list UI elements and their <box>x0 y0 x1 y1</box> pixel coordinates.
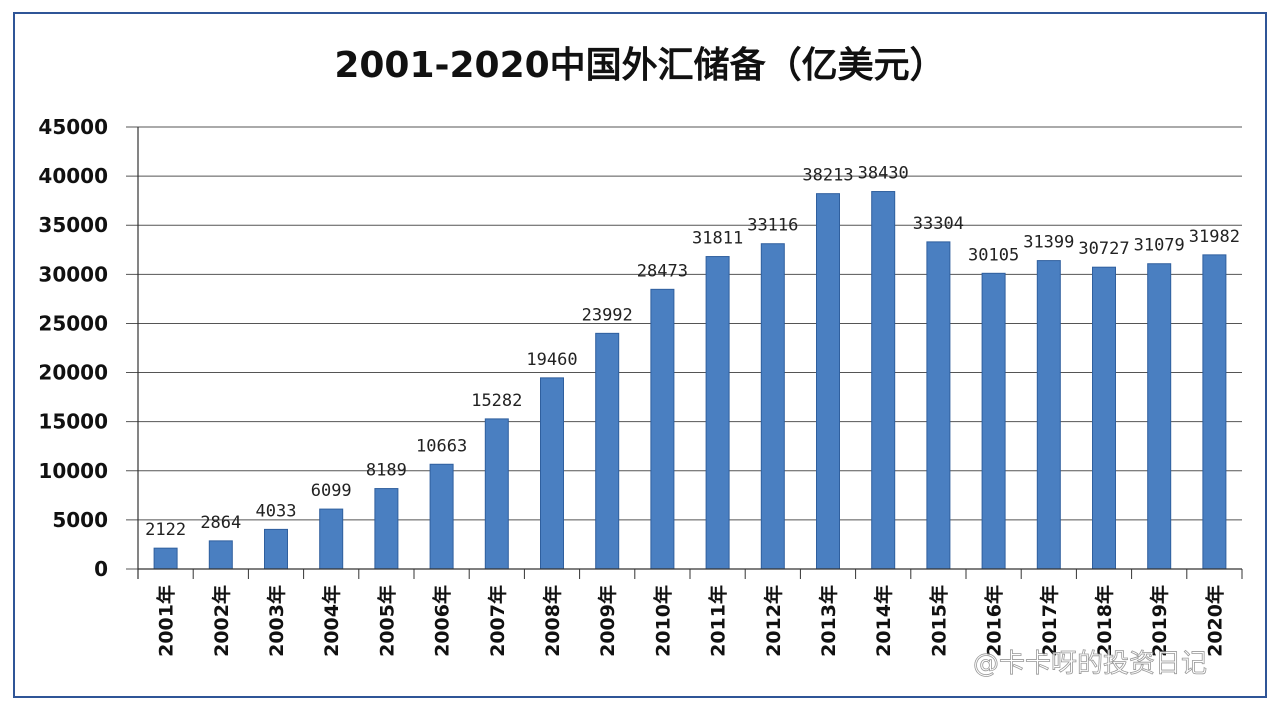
x-tick-label: 2011年 <box>707 585 730 657</box>
data-labels: 2122 2864 4033 6099 8189 10663 15282 19460 23992… <box>145 164 1240 541</box>
bar-2003年 <box>264 528 288 570</box>
bar-2004年 <box>319 508 344 570</box>
bar-2011年 <box>705 256 730 570</box>
bar-2002年 <box>208 540 233 570</box>
y-tick-label: 0 <box>94 557 108 581</box>
bar-2018年 <box>1092 266 1116 570</box>
data-label: 23992 <box>582 305 633 325</box>
data-label: 30105 <box>968 245 1019 265</box>
y-tick-label: 15000 <box>38 410 108 434</box>
y-tick-label: 35000 <box>38 213 108 237</box>
watermark: @卡卡呀的投资日记 <box>973 649 1207 679</box>
data-label: 2864 <box>200 513 241 533</box>
x-tick-label: 2006年 <box>431 585 454 657</box>
bar-2001年 <box>153 547 178 570</box>
data-label: 15282 <box>471 391 522 411</box>
bar-2009年 <box>595 332 620 570</box>
x-tick-label: 2018年 <box>1093 585 1116 657</box>
y-tick-label: 45000 <box>38 115 108 139</box>
x-tick-label: 2008年 <box>541 585 564 657</box>
data-label: 31982 <box>1189 227 1240 247</box>
y-tick-label: 40000 <box>38 164 108 188</box>
x-tick-label: 2010年 <box>651 585 674 657</box>
data-label: 4033 <box>256 501 297 521</box>
bar-2006年 <box>429 463 454 570</box>
bars <box>153 191 1227 570</box>
x-tick-label: 2003年 <box>265 585 288 657</box>
y-tick-label: 20000 <box>38 361 108 385</box>
bar-2020年 <box>1202 254 1227 570</box>
bar-2017年 <box>1036 260 1061 570</box>
x-tick-label: 2016年 <box>983 585 1006 657</box>
data-label: 33116 <box>747 216 798 236</box>
data-label: 31811 <box>692 229 743 249</box>
chart-title: 2001-2020中国外汇储备（亿美元） <box>334 45 945 86</box>
x-axis: 2001年 2002年 2003年 2004年 2005年 2006年 2007年 2008年… <box>137 568 1243 657</box>
x-tick-label: 2017年 <box>1038 585 1061 657</box>
y-axis: 0 5000 10000 15000 20000 25000 30000 35000 40000… <box>38 115 139 581</box>
data-label: 6099 <box>311 481 352 501</box>
data-label: 38430 <box>858 164 909 184</box>
bar-2013年 <box>816 193 840 570</box>
bar-2016年 <box>981 272 1006 570</box>
bar-2014年 <box>871 191 896 570</box>
x-tick-label: 2001年 <box>155 585 178 657</box>
x-tick-label: 2014年 <box>872 585 895 657</box>
x-tick-label: 2002年 <box>210 585 233 657</box>
y-tick-label: 25000 <box>38 311 108 335</box>
data-label: 8189 <box>366 461 407 481</box>
data-label: 19460 <box>526 350 577 370</box>
data-label: 30727 <box>1078 239 1129 259</box>
data-label: 33304 <box>913 214 964 234</box>
data-label: 10663 <box>416 436 467 456</box>
y-tick-label: 5000 <box>52 508 108 532</box>
y-tick-label: 30000 <box>38 262 108 286</box>
x-tick-label: 2004年 <box>320 585 343 657</box>
data-label: 31079 <box>1134 236 1185 256</box>
x-tick-label: 2009年 <box>596 585 619 657</box>
bar-2015年 <box>926 241 951 570</box>
data-label: 2122 <box>145 520 186 540</box>
data-label: 38213 <box>802 166 853 186</box>
x-tick-label: 2019年 <box>1148 585 1171 657</box>
x-tick-label: 2005年 <box>375 585 398 657</box>
x-tick-label: 2015年 <box>927 585 950 657</box>
x-tick-label: 2007年 <box>486 585 509 657</box>
x-tick-label: 2012年 <box>762 585 785 657</box>
bar-2007年 <box>484 418 509 570</box>
bar-2008年 <box>540 377 564 570</box>
bar-2019年 <box>1147 263 1172 570</box>
bar-2012年 <box>760 243 785 570</box>
x-tick-label: 2020年 <box>1203 585 1226 657</box>
bar-2005年 <box>374 488 399 570</box>
data-label: 31399 <box>1023 233 1074 253</box>
bar-2010年 <box>650 288 675 570</box>
x-tick-label: 2013年 <box>817 585 840 657</box>
data-label: 28473 <box>637 261 688 281</box>
y-tick-label: 10000 <box>38 459 108 483</box>
